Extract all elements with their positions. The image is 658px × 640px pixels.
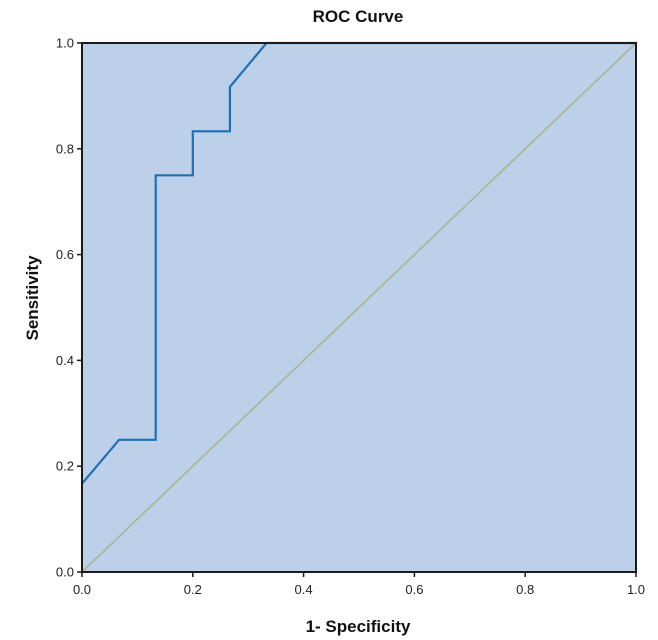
- y-tick-label: 0.2: [56, 459, 74, 474]
- x-tick-label: 0.8: [516, 582, 534, 597]
- series-layer: [81, 41, 637, 573]
- x-tick-label: 0.4: [295, 582, 313, 597]
- y-tick-label: 0.4: [56, 353, 74, 368]
- y-axis: 0.0 0.2 0.4 0.6 0.8 1.0: [56, 36, 82, 580]
- x-tick-label: 0.6: [405, 582, 423, 597]
- plot-frame: [81, 42, 637, 573]
- roc-curve-line: [81, 41, 636, 485]
- x-tick-label: 1.0: [627, 582, 645, 597]
- x-axis: 0.0 0.2 0.4 0.6 0.8 1.0: [73, 572, 645, 597]
- y-axis-title: Sensitivity: [23, 255, 42, 341]
- reference-diagonal-line: [81, 42, 637, 573]
- y-tick-label: 0.0: [56, 565, 74, 580]
- x-axis-title: 1- Specificity: [306, 617, 411, 636]
- y-tick-label: 0.6: [56, 247, 74, 262]
- chart-title: ROC Curve: [313, 7, 404, 26]
- y-tick-label: 0.8: [56, 141, 74, 156]
- y-tick-label: 1.0: [56, 36, 74, 51]
- x-tick-label: 0.0: [73, 582, 91, 597]
- x-tick-label: 0.2: [184, 582, 202, 597]
